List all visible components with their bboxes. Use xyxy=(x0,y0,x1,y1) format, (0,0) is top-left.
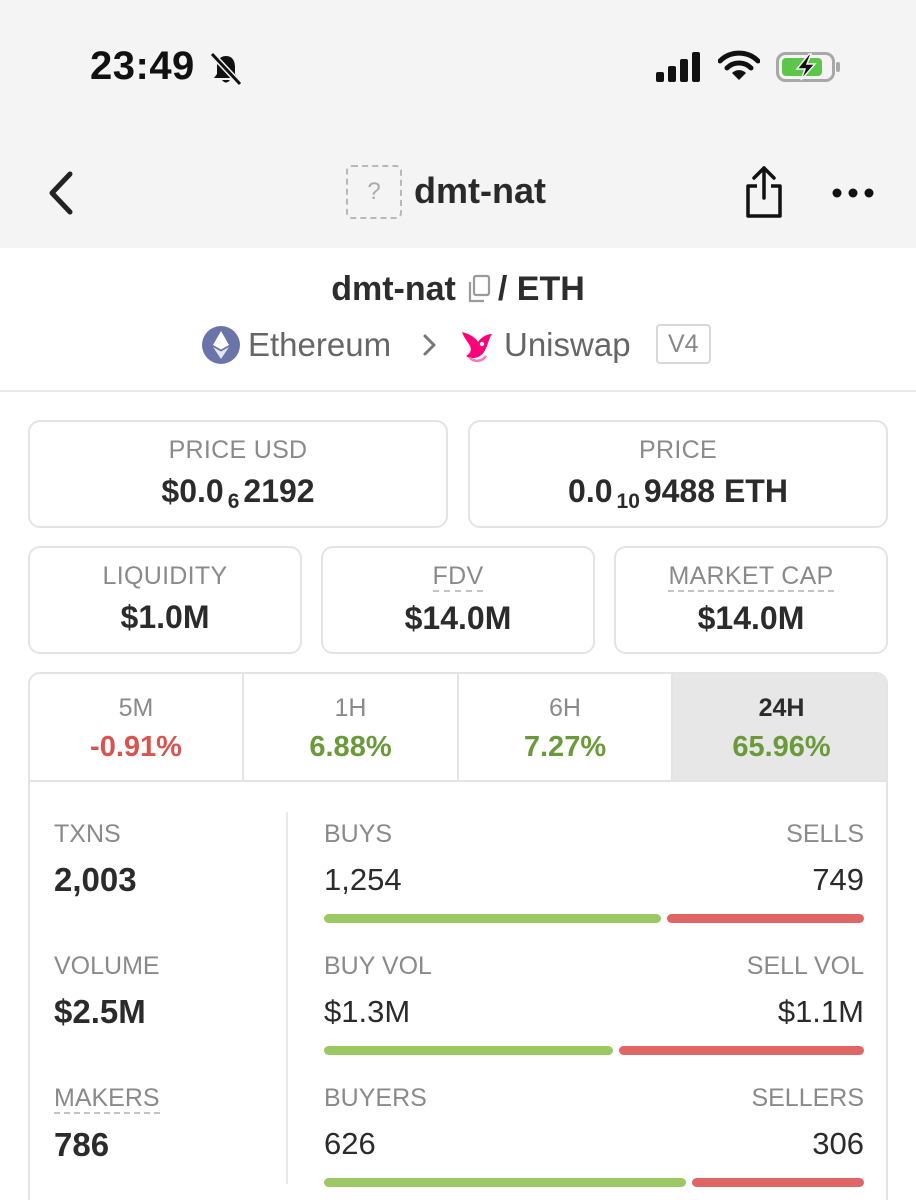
copy-icon[interactable] xyxy=(466,274,492,304)
chain-dex-row: Ethereum Uniswap V4 xyxy=(0,322,916,370)
tab-24h-change: 65.96% xyxy=(732,731,831,763)
price-native-prefix: 0.0 xyxy=(568,473,613,509)
sellers-value: 306 xyxy=(812,1126,864,1161)
liquidity-value: $1.0M xyxy=(120,599,210,635)
volume-stat: VOLUME $2.5M xyxy=(54,952,160,1031)
price-native-card: PRICE 0.0 10 9488 ETH xyxy=(468,420,888,528)
tab-1h-change: 6.88% xyxy=(309,731,392,763)
price-usd-label: PRICE USD xyxy=(168,436,308,464)
chevron-right-icon xyxy=(423,334,436,356)
more-options-icon[interactable] xyxy=(830,180,876,206)
tab-5m-change: -0.91% xyxy=(90,731,182,763)
tab-5m[interactable]: 5M -0.91% xyxy=(30,674,244,780)
dex-name[interactable]: Uniswap xyxy=(504,326,631,363)
bell-muted-icon xyxy=(209,52,243,86)
tab-6h-change: 7.27% xyxy=(523,731,607,763)
timeframe-tabs: 5M -0.91% 1H 6.88% 6H 7.27% 24H 65.96% xyxy=(30,674,886,782)
buyers-sellers-split: BUYERS SELLERS 626 306 xyxy=(324,1084,864,1187)
back-chevron-icon[interactable] xyxy=(40,168,80,218)
buys-sells-split: BUYS SELLS 1,254 749 xyxy=(324,820,864,923)
chain-name[interactable]: Ethereum xyxy=(248,326,392,363)
fdv-card[interactable]: FDV $14.0M xyxy=(321,546,595,654)
buys-bar xyxy=(324,914,661,923)
makers-value: 786 xyxy=(54,1126,110,1163)
price-native-label: PRICE xyxy=(639,436,717,464)
makers-label[interactable]: MAKERS xyxy=(54,1084,160,1114)
battery-charging-icon xyxy=(776,52,840,82)
price-usd-card: PRICE USD $0.0 6 2192 xyxy=(28,420,448,528)
buy-sell-volume-split: BUY VOL SELL VOL $1.3M $1.1M xyxy=(324,952,864,1055)
top-bar: 23:49 ? dmt-nat xyxy=(0,0,916,248)
price-usd-value: $0.0 6 2192 xyxy=(30,473,446,514)
tab-24h[interactable]: 24H 65.96% xyxy=(673,674,886,780)
uniswap-logo-icon[interactable] xyxy=(456,326,496,364)
tab-6h[interactable]: 6H 7.27% xyxy=(459,674,673,780)
buyers-bar xyxy=(324,1178,686,1187)
buy-vol-label: BUY VOL xyxy=(324,952,432,980)
buyers-label: BUYERS xyxy=(324,1084,427,1112)
dex-version-badge: V4 xyxy=(656,324,711,364)
tab-6h-label: 6H xyxy=(549,694,581,722)
sells-value: 749 xyxy=(812,862,864,897)
fdv-label[interactable]: FDV xyxy=(432,562,484,592)
market-cap-label[interactable]: MARKET CAP xyxy=(668,562,834,592)
buyers-value: 626 xyxy=(324,1126,376,1161)
txns-stat: TXNS 2,003 xyxy=(54,820,137,899)
page-title: dmt-nat xyxy=(414,170,546,211)
market-cap-card[interactable]: MARKET CAP $14.0M xyxy=(614,546,888,654)
makers-stat[interactable]: MAKERS 786 xyxy=(54,1084,160,1164)
sellers-bar xyxy=(692,1178,864,1187)
sell-vol-bar xyxy=(619,1046,864,1055)
volume-label: VOLUME xyxy=(54,952,160,980)
price-native-digits: 9488 ETH xyxy=(643,473,788,509)
token-placeholder-image: ? xyxy=(346,165,402,219)
base-token-symbol: dmt-nat xyxy=(331,270,456,308)
liquidity-label: LIQUIDITY xyxy=(102,562,228,590)
txns-label: TXNS xyxy=(54,820,121,848)
share-icon[interactable] xyxy=(742,164,786,220)
volume-value: $2.5M xyxy=(54,993,146,1030)
fdv-value: $14.0M xyxy=(404,600,512,636)
tab-1h[interactable]: 1H 6.88% xyxy=(244,674,459,780)
sellers-label: SELLERS xyxy=(751,1084,864,1112)
cellular-signal-icon xyxy=(656,52,700,82)
buys-label: BUYS xyxy=(324,820,393,848)
wifi-icon xyxy=(718,50,760,80)
sell-vol-label: SELL VOL xyxy=(746,952,864,980)
pair-header: dmt-nat / ETH xyxy=(0,270,916,309)
price-usd-zero-count: 6 xyxy=(227,490,240,513)
price-native-zero-count: 10 xyxy=(616,490,640,513)
market-cap-value: $14.0M xyxy=(697,600,805,636)
txns-value: 2,003 xyxy=(54,861,137,898)
buy-vol-bar xyxy=(324,1046,613,1055)
header-divider xyxy=(0,390,916,392)
tab-1h-label: 1H xyxy=(334,694,367,722)
buy-vol-value: $1.3M xyxy=(324,994,411,1029)
liquidity-card: LIQUIDITY $1.0M xyxy=(28,546,302,654)
buys-value: 1,254 xyxy=(324,862,402,897)
status-time: 23:49 xyxy=(90,44,195,88)
tab-24h-label: 24H xyxy=(758,694,805,722)
timeframe-panel: 5M -0.91% 1H 6.88% 6H 7.27% 24H 65.96% T… xyxy=(28,672,888,1200)
sell-vol-value: $1.1M xyxy=(777,994,864,1029)
price-usd-digits: 2192 xyxy=(243,473,315,509)
ethereum-logo-icon[interactable] xyxy=(202,326,240,364)
sells-label: SELLS xyxy=(786,820,864,848)
sells-bar xyxy=(667,914,864,923)
tab-5m-label: 5M xyxy=(118,694,154,722)
stats-divider xyxy=(286,812,288,1184)
quote-token-symbol: / ETH xyxy=(497,270,585,308)
price-native-value: 0.0 10 9488 ETH xyxy=(470,473,886,514)
price-usd-prefix: $0.0 xyxy=(161,473,224,509)
